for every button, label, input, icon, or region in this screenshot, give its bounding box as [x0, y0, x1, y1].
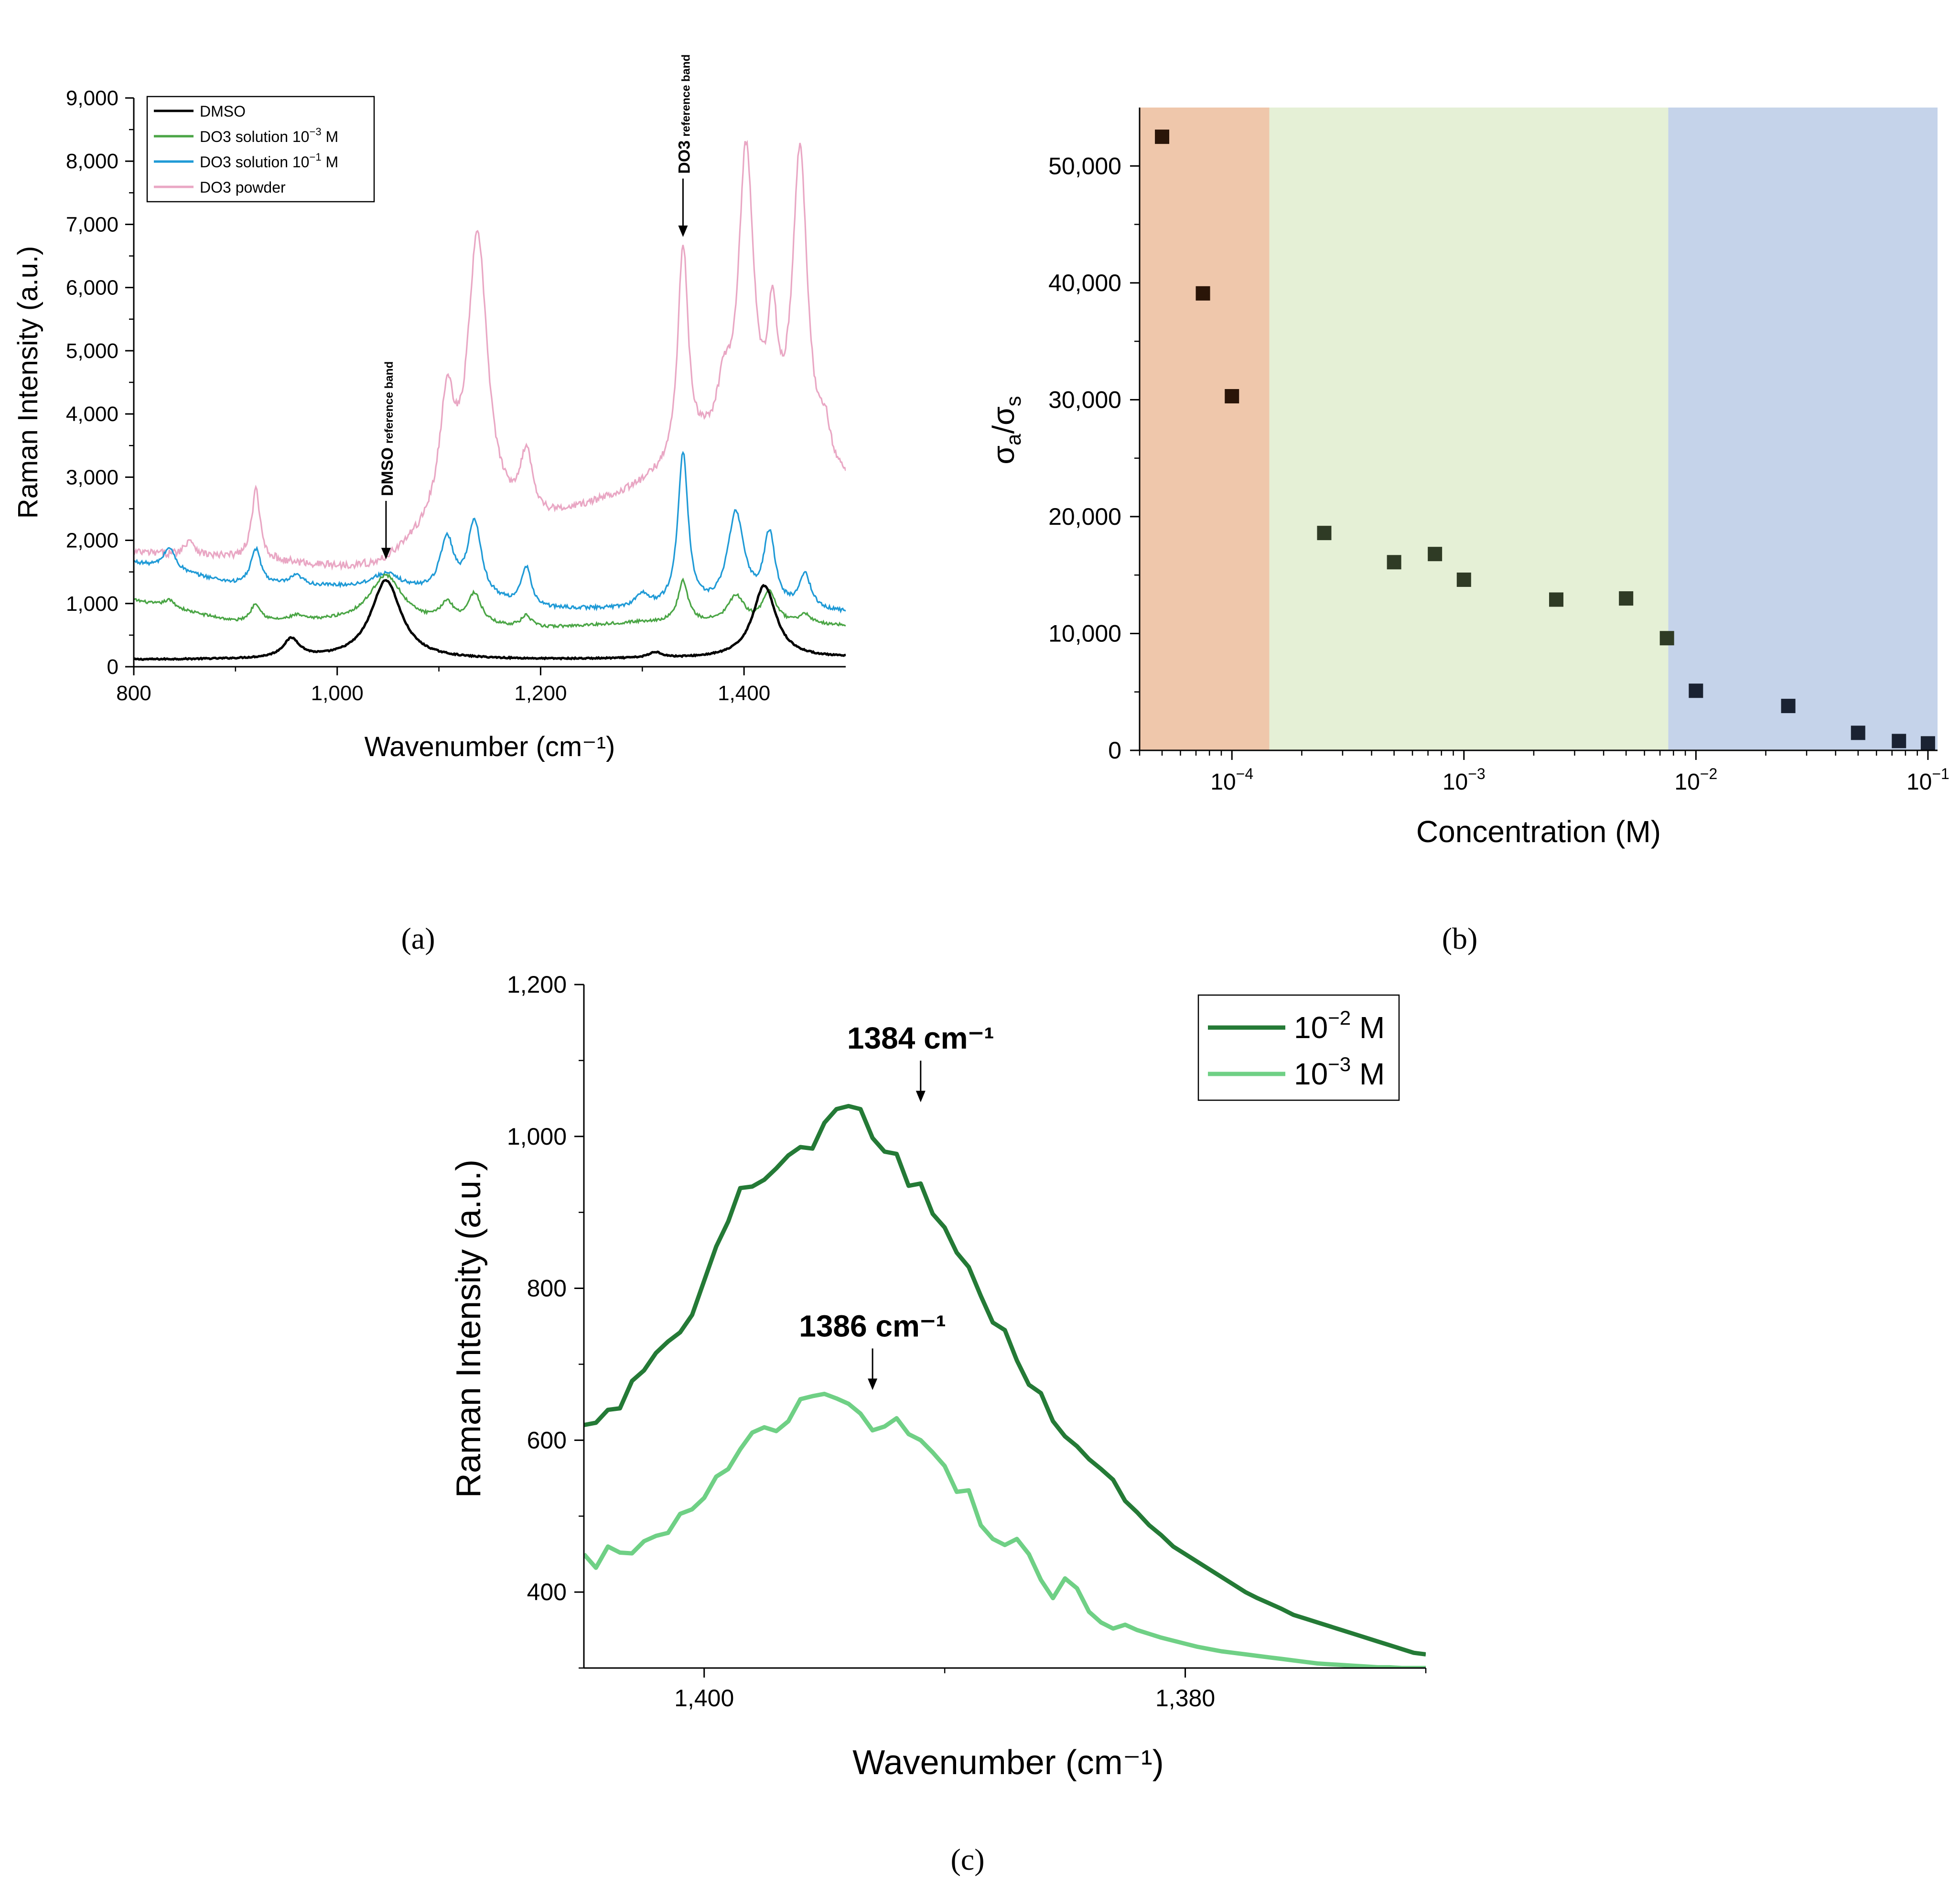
panel-a-series	[134, 140, 846, 661]
panel-b-y-tick-label: 30,000	[1048, 386, 1121, 413]
panel-b-data-point	[1317, 526, 1332, 541]
panel-b-x-tick-label: 10−4	[1210, 765, 1253, 795]
panel-a-x-ticks: 800 1,000 1,200 1,400	[116, 667, 770, 705]
panel-c-annotation-arrowhead	[868, 1378, 878, 1390]
panel-c-legend-label: 10−3 M	[1294, 1053, 1385, 1091]
panel-b-x-label: Concentration (M)	[1416, 814, 1661, 849]
panel-b-region-2	[1668, 108, 1938, 750]
panel-c-x-ticks: 1,400 1,380	[674, 1668, 1427, 1712]
panel-c-label: (c)	[950, 1842, 984, 1876]
panel-c-series-line-0	[584, 1104, 1426, 1657]
panel-a-series-line-3	[134, 140, 846, 571]
panel-a-y-ticks: 0 1,000 2,000 3,000 4,000 5,000 6,000 7,000 8,00…	[66, 87, 134, 679]
panel-b-data-point	[1456, 572, 1471, 587]
panel-a-y-label: Raman Intensity (a.u.)	[12, 246, 43, 519]
panel-c-y-tick-label: 1,200	[507, 971, 567, 998]
panel-c-x-label: Wavenumber (cm⁻¹)	[852, 1744, 1163, 1782]
panel-c-legend: 10−2 M 10−3 M	[1197, 994, 1400, 1101]
panel-a-series-line-2	[134, 451, 846, 614]
panel-b-data-point	[1225, 389, 1239, 404]
panel-a-x-tick-label: 1,000	[311, 682, 364, 705]
panel-a-y-tick-label: 6,000	[66, 276, 118, 300]
panel-b-data-point	[1892, 734, 1906, 748]
panel-a-legend-label: DMSO	[200, 103, 246, 120]
panel-a-annotation-arrowhead	[678, 225, 688, 237]
panel-a-y-tick-label: 8,000	[66, 150, 118, 173]
panel-b-label: (b)	[1442, 921, 1478, 955]
panel-a-x-label: Wavenumber (cm⁻¹)	[365, 731, 615, 762]
panel-a-annotation-arrowhead	[381, 548, 391, 560]
panel-c-x-tick-label: 1,400	[674, 1685, 734, 1712]
panel-c-series	[584, 1104, 1426, 1668]
panel-c-y-ticks: 400 600 800 1,000 1,200	[507, 971, 584, 1669]
panel-b-data-point	[1155, 130, 1170, 144]
panel-a-x-tick-label: 800	[116, 682, 151, 705]
panel-a-label: (a)	[401, 921, 435, 955]
panel-c-series-line-1	[584, 1391, 1426, 1668]
panel-b-y-tick-label: 40,000	[1048, 270, 1121, 296]
panel-a-y-tick-label: 5,000	[66, 339, 118, 363]
panel-a-y-tick-label: 3,000	[66, 466, 118, 489]
panel-a-x-tick-label: 1,200	[514, 682, 567, 705]
panel-c-annotation-text: 1386 cm⁻¹	[799, 1309, 946, 1343]
panel-a-y-tick-label: 0	[107, 655, 118, 679]
panel-b-data-point	[1781, 699, 1796, 714]
panel-b-y-tick-label: 50,000	[1048, 152, 1121, 179]
panel-b-data-point	[1549, 592, 1564, 607]
panel-b-data-point	[1689, 683, 1703, 698]
panel-b-chart: 10−4 10−3 10−2 10−1 0 10,000 20,000 30,000 40,0…	[986, 108, 1949, 849]
panel-b-region-1	[1269, 108, 1669, 750]
panel-a-legend-label: DO3 powder	[200, 179, 286, 196]
panel-a-legend-label: DO3 solution 10−1 M	[200, 151, 338, 171]
panel-a-legend: DMSO DO3 solution 10−3 M DO3 solution 10−1…	[146, 96, 375, 203]
panel-c-annotation-text: 1384 cm⁻¹	[847, 1021, 994, 1055]
panel-b-y-tick-label: 20,000	[1048, 503, 1121, 530]
panel-b-y-tick-label: 10,000	[1048, 620, 1121, 647]
panel-c-y-tick-label: 800	[527, 1275, 567, 1302]
panel-c-y-tick-label: 1,000	[507, 1123, 567, 1150]
panel-b-x-ticks: 10−4 10−3 10−2 10−1	[1139, 750, 1949, 795]
panel-c-y-tick-label: 400	[527, 1579, 567, 1605]
panel-c-chart: 1,400 1,380 400 600 800 1,000 1,200 Wavenumbe…	[450, 971, 1427, 1782]
panel-a-y-tick-label: 9,000	[66, 87, 118, 110]
panel-b-data-point	[1659, 631, 1674, 646]
panel-c-annotation-arrowhead	[915, 1091, 926, 1103]
panel-a-annotation-text: DO3reference band	[675, 54, 693, 174]
panel-b-data-point	[1428, 547, 1443, 562]
panel-c-annotations: 1384 cm⁻¹ 1386 cm⁻¹	[799, 1021, 994, 1390]
panel-b-data-point	[1195, 286, 1210, 301]
panel-a-series-line-1	[134, 573, 846, 629]
panel-b-x-tick-label: 10−2	[1674, 765, 1717, 795]
panel-c-x-tick-label: 1,380	[1155, 1685, 1215, 1712]
panel-b-data-point	[1920, 736, 1935, 751]
panel-c-legend-box	[1197, 994, 1400, 1101]
panel-b-x-tick-label: 10−1	[1906, 765, 1949, 795]
panel-b-data-point	[1387, 555, 1401, 570]
panel-b-data-point	[1851, 726, 1865, 740]
panel-c-legend-label: 10−2 M	[1294, 1007, 1385, 1045]
panel-a-x-tick-label: 1,400	[718, 682, 770, 705]
panel-a-legend-label: DO3 solution 10−3 M	[200, 126, 338, 145]
panel-a-y-tick-label: 2,000	[66, 529, 118, 552]
panel-b-y-ticks: 0 10,000 20,000 30,000 40,000 50,000	[1048, 152, 1140, 764]
panel-a-y-tick-label: 1,000	[66, 592, 118, 616]
panel-c-y-label: Raman Intensity (a.u.)	[450, 1159, 488, 1498]
panel-b-points	[1155, 130, 1935, 751]
panel-c-y-tick-label: 600	[527, 1427, 567, 1453]
panel-b-region-0	[1140, 108, 1270, 750]
panel-b-data-point	[1619, 591, 1634, 606]
panel-a-annotations: DMSOreference band DO3reference band	[378, 54, 693, 560]
panel-b-y-label: σa/σs	[986, 396, 1025, 464]
panel-a-legend-box	[146, 96, 375, 203]
panel-a-chart: 800 1,000 1,200 1,400 0 1,000 2,000 3,000 4,000…	[12, 54, 846, 762]
panel-b-x-tick-label: 10−3	[1443, 765, 1486, 795]
panel-b-y-tick-label: 0	[1108, 737, 1121, 764]
panel-b-regions	[1140, 108, 1938, 750]
panel-a-y-tick-label: 4,000	[66, 402, 118, 426]
panel-a-series-line-0	[134, 579, 846, 661]
panel-a-annotation-text: DMSOreference band	[378, 361, 397, 496]
panel-a-y-tick-label: 7,000	[66, 213, 118, 236]
